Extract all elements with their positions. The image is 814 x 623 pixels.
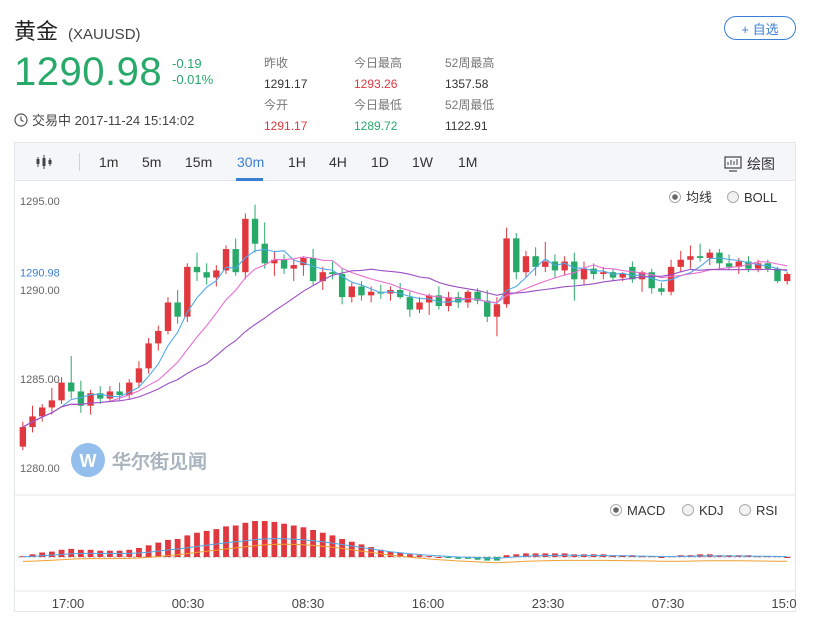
chart-toolbar: 1m 5m 15m 30m 1H 4H 1D 1W 1M 绘图 <box>15 143 795 181</box>
clock-icon <box>14 112 28 127</box>
add-watchlist-button[interactable]: + 自选 <box>724 16 796 40</box>
tab-1h[interactable]: 1H <box>288 154 306 170</box>
stat-value: 1122.91 <box>445 119 488 133</box>
stat-open: 今开 1291.17 <box>264 96 354 133</box>
candlestick-type-icon[interactable] <box>35 154 53 170</box>
stat-label: 52周最高 <box>445 56 495 70</box>
stat-52w-high: 52周最高 1357.58 <box>445 54 535 91</box>
tab-1d[interactable]: 1D <box>371 154 389 170</box>
stat-52w-low: 52周最低 1122.91 <box>445 96 535 133</box>
tab-1mo[interactable]: 1M <box>458 154 478 170</box>
stat-prev-close: 昨收 1291.17 <box>264 54 354 91</box>
stat-label: 今日最高 <box>354 56 403 70</box>
chart-panel: 1m 5m 15m 30m 1H 4H 1D 1W 1M 绘图 <box>14 142 796 612</box>
tab-1w[interactable]: 1W <box>412 154 433 170</box>
stat-value: 1357.58 <box>445 77 489 91</box>
stat-label: 52周最低 <box>445 98 495 112</box>
stat-day-high: 今日最高 1293.26 <box>354 54 444 91</box>
draw-tool-button[interactable]: 绘图 <box>724 154 775 174</box>
stat-label: 昨收 <box>264 56 289 70</box>
instrument-name: 黄金 <box>14 19 59 44</box>
draw-icon <box>724 156 742 172</box>
stat-value: 1293.26 <box>354 77 398 91</box>
stat-day-low: 今日最低 1289.72 <box>354 96 444 133</box>
stat-value: 1289.72 <box>354 119 398 133</box>
change-percent: -0.01% <box>172 72 214 87</box>
instrument-title: 黄金 (XAUUSD) <box>14 14 141 46</box>
stat-value: 1291.17 <box>264 119 308 133</box>
price-change: -0.19 -0.01% <box>172 56 213 88</box>
instrument-code: (XAUUSD) <box>68 26 141 43</box>
stat-label: 今日最低 <box>354 98 403 112</box>
stat-value: 1291.17 <box>264 77 308 91</box>
draw-label: 绘图 <box>747 156 775 172</box>
tab-5m[interactable]: 5m <box>142 154 162 170</box>
active-tab-indicator <box>236 178 263 181</box>
trading-status: 交易中 2017-11-24 15:14:02 <box>14 110 194 129</box>
change-value: -0.19 <box>172 56 202 71</box>
stat-label: 今开 <box>264 98 289 112</box>
tab-30m[interactable]: 30m <box>237 154 265 170</box>
tab-15m[interactable]: 15m <box>185 154 213 170</box>
last-price: 1290.98 <box>14 50 163 94</box>
toolbar-divider <box>79 153 80 171</box>
tab-4h[interactable]: 4H <box>329 154 347 170</box>
status-text: 交易中 2017-11-24 15:14:02 <box>32 113 195 128</box>
tab-1m[interactable]: 1m <box>99 154 119 170</box>
